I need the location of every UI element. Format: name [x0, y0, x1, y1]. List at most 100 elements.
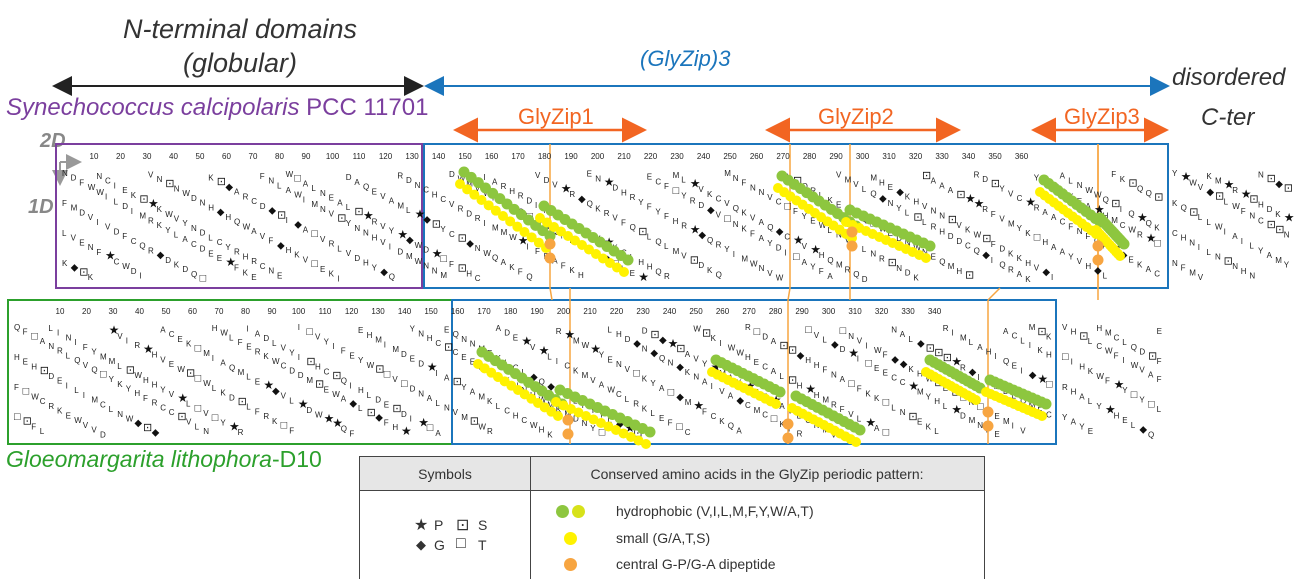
- threonine-square-icon: □: [195, 402, 202, 414]
- residue-letter: N: [733, 174, 739, 183]
- residue-letter: R: [569, 190, 575, 199]
- residue-letter: L: [48, 324, 53, 333]
- bottom-tick-label: 130: [371, 307, 385, 316]
- proline-star-icon: ★: [951, 403, 962, 417]
- residue-letter: Y: [655, 207, 661, 216]
- glyzip3-title: (GlyZip)3: [640, 46, 731, 71]
- residue-letter: Q: [341, 425, 347, 434]
- residue-letter: A: [435, 429, 441, 438]
- residue-letter: I: [535, 201, 537, 210]
- residue-letter: K: [1037, 346, 1043, 355]
- residue-letter: H: [358, 386, 364, 395]
- residue-letter: C: [1120, 221, 1126, 230]
- top-tick-label: 290: [829, 152, 843, 161]
- serine-square-icon: ⊡: [23, 416, 32, 428]
- residue-letter: A: [1060, 172, 1066, 181]
- residue-letter: L: [109, 405, 114, 414]
- dipeptide-dot: [846, 240, 858, 252]
- residue-letter: Y: [1139, 396, 1145, 405]
- residue-letter: H: [621, 188, 627, 197]
- threonine-square-icon: □: [311, 258, 318, 270]
- residue-letter: D: [504, 329, 510, 338]
- residue-letter: Q: [1146, 189, 1152, 198]
- residue-letter: Y: [109, 375, 115, 384]
- residue-letter: E: [994, 430, 999, 439]
- legend: Symbols Conserved amino acids in the Gly…: [359, 456, 985, 579]
- residue-letter: E: [888, 229, 893, 238]
- residue-letter: N: [1249, 272, 1255, 281]
- residue-letter: H: [14, 353, 20, 362]
- glycine-diamond-icon: ◆: [616, 419, 624, 430]
- proline-star-icon: ★: [105, 249, 116, 263]
- dipeptide-dot: [846, 226, 858, 238]
- bottom-tick-label: 100: [292, 307, 306, 316]
- residue-letter: N: [191, 224, 197, 233]
- conserved-small-dot: [512, 221, 523, 232]
- species-bottom-label: Gloeomargarita lithophora-D10: [6, 446, 322, 473]
- residue-letter: H: [1258, 200, 1264, 209]
- top-tick-label: 180: [538, 152, 552, 161]
- residue-letter: H: [427, 334, 433, 343]
- bottom-tick-label: 220: [610, 307, 624, 316]
- proline-star-icon: ★: [690, 222, 701, 236]
- residue-letter: K: [595, 204, 601, 213]
- residue-letter: A: [1051, 243, 1057, 252]
- top-tick-label: 20: [116, 152, 125, 161]
- residue-letter: I: [384, 340, 386, 349]
- residue-letter: C: [100, 400, 106, 409]
- hca-diagram: 10 20 30 40 50 60 70 80 90 100 110 120 130 140 150 160 1…: [7, 76, 1295, 449]
- residue-letter: K: [263, 352, 269, 361]
- residue-letter: R: [329, 240, 335, 249]
- residue-letter: F: [268, 237, 273, 246]
- residue-letter: K: [547, 430, 553, 439]
- residue-letter: D: [200, 245, 206, 254]
- conserved-small-dot: [476, 195, 487, 205]
- glycine-diamond-icon: ◆: [633, 339, 641, 350]
- glycine-diamond-icon: ◆: [152, 428, 160, 439]
- serine-square-icon: ⊡: [965, 270, 974, 282]
- residue-letter: F: [83, 343, 88, 352]
- residue-letter: K: [741, 209, 747, 218]
- residue-letter: V: [530, 343, 536, 352]
- glycine-diamond-icon: ◆: [676, 392, 684, 403]
- residue-letter: E: [931, 253, 936, 262]
- residue-letter: H: [1071, 388, 1077, 397]
- residue-letter: L: [650, 409, 655, 418]
- residue-letter: K: [1088, 367, 1094, 376]
- glycine-diamond-icon: ◆: [659, 335, 667, 346]
- serine-square-icon: ⊡: [934, 347, 943, 359]
- residue-letter: I: [332, 342, 334, 351]
- residue-letter: L: [346, 203, 351, 212]
- proline-star-icon: ★: [848, 346, 859, 360]
- residue-letter: F: [143, 394, 148, 403]
- proline-star-icon: ★: [625, 421, 636, 435]
- threonine-square-icon: □: [673, 185, 680, 197]
- residue-letter: I: [131, 207, 133, 216]
- residue-letter: L: [908, 335, 913, 344]
- residue-letter: K: [711, 334, 717, 343]
- residue-letter: I: [286, 216, 288, 225]
- residue-letter: V: [105, 223, 111, 232]
- residue-letter: C: [891, 373, 897, 382]
- residue-letter: N: [759, 264, 765, 273]
- conserved-small-dot: [633, 435, 644, 446]
- residue-letter: Y: [182, 219, 188, 228]
- proline-star-icon: ★: [1284, 210, 1295, 224]
- threonine-square-icon: □: [848, 378, 855, 390]
- dipeptide-dot: [562, 428, 574, 440]
- residue-letter: L: [969, 338, 974, 347]
- proline-star-icon: ★: [1241, 187, 1252, 201]
- residue-letter: K: [186, 340, 192, 349]
- residue-letter: Y: [461, 383, 467, 392]
- residue-letter: Q: [14, 323, 20, 332]
- residue-letter: K: [1154, 224, 1160, 233]
- conserved-highlights: [455, 166, 1130, 449]
- residue-letter: V: [380, 238, 386, 247]
- residue-letter: F: [664, 212, 669, 221]
- residue-letter: H: [134, 389, 140, 398]
- residue-letter: L: [1206, 248, 1211, 257]
- residue-letter: Y: [372, 263, 378, 272]
- residue-letter: V: [719, 387, 725, 396]
- residue-letter: I: [1241, 237, 1243, 246]
- residue-letter: M: [375, 336, 382, 345]
